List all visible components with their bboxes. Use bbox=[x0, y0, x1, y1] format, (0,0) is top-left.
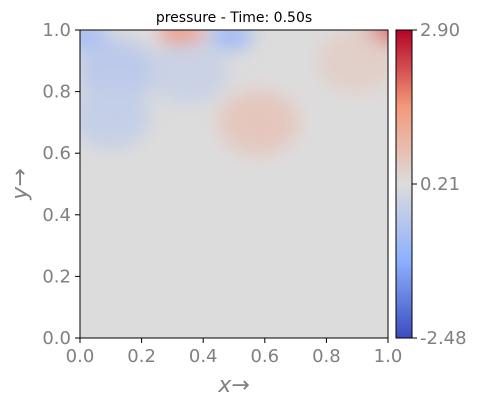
x-tick-label: 1.0 bbox=[374, 346, 403, 367]
x-tick-label: 0.0 bbox=[66, 346, 95, 367]
y-tick-label: 0.8 bbox=[42, 82, 71, 103]
colorbar-ticks: 2.90 0.21 -2.48 bbox=[412, 20, 467, 349]
y-tick-label: 1.0 bbox=[42, 20, 71, 41]
heatmap-feature bbox=[317, 30, 388, 93]
y-axis-label: y→ bbox=[8, 168, 33, 200]
x-axis-label: x→ bbox=[217, 373, 249, 398]
y-tick-label: 0.4 bbox=[42, 205, 71, 226]
colorbar-tick-label: -2.48 bbox=[420, 328, 467, 349]
heatmap-feature bbox=[147, 41, 228, 106]
heatmap-feature bbox=[208, 30, 253, 51]
colorbar-tick-label: 2.90 bbox=[420, 20, 460, 41]
plot-area bbox=[79, 29, 389, 339]
y-tick-label: 0.0 bbox=[42, 328, 71, 349]
colorbar-gradient bbox=[395, 29, 413, 339]
colorbar-tick-label: 0.21 bbox=[420, 174, 460, 195]
x-tick-label: 0.6 bbox=[250, 346, 279, 367]
heatmap-feature bbox=[80, 84, 151, 149]
x-tick-label: 0.8 bbox=[312, 346, 341, 367]
y-tick-label: 0.2 bbox=[42, 266, 71, 287]
y-tick-label: 0.6 bbox=[42, 143, 71, 164]
x-tick-label: 0.2 bbox=[127, 346, 156, 367]
chart-title: pressure - Time: 0.50s bbox=[156, 10, 312, 26]
y-axis-ticks: 0.0 0.2 0.4 0.6 0.8 1.0 bbox=[42, 20, 80, 349]
x-tick-label: 0.4 bbox=[189, 346, 218, 367]
plot-frame bbox=[79, 29, 389, 339]
heatmap-feature bbox=[218, 90, 299, 155]
colorbar: 2.90 0.21 -2.48 bbox=[395, 20, 467, 349]
x-axis-ticks: 0.0 0.2 0.4 0.6 0.8 1.0 bbox=[66, 338, 403, 367]
